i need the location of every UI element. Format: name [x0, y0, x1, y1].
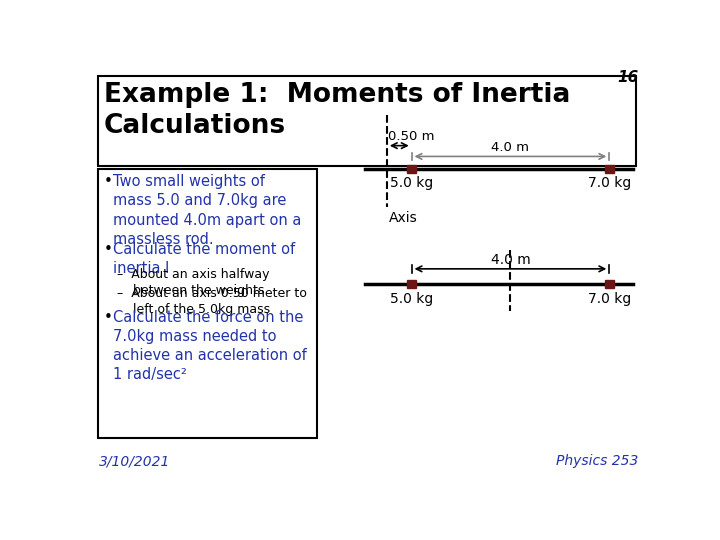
Text: –  About an axis 0.50 meter to
    left of the 5.0kg mass: – About an axis 0.50 meter to left of th…	[117, 287, 307, 315]
Text: 0.50 m: 0.50 m	[387, 130, 434, 143]
Text: Physics 253: Physics 253	[557, 454, 639, 468]
Text: Axis: Axis	[390, 211, 418, 225]
Text: 4.0 m: 4.0 m	[490, 253, 531, 267]
Text: 3/10/2021: 3/10/2021	[99, 454, 171, 468]
Bar	[98, 168, 317, 438]
Text: •: •	[104, 174, 113, 189]
Text: 16: 16	[618, 70, 639, 85]
Text: Calculate the moment of
inertia I: Calculate the moment of inertia I	[113, 242, 295, 276]
Text: Example 1:  Moments of Inertia
Calculations: Example 1: Moments of Inertia Calculatio…	[104, 82, 570, 139]
Text: 5.0 kg: 5.0 kg	[390, 176, 433, 190]
Text: 4.0 m: 4.0 m	[492, 141, 529, 154]
Text: Calculate the force on the
7.0kg mass needed to
achieve an acceleration of
1 rad: Calculate the force on the 7.0kg mass ne…	[113, 309, 307, 382]
Text: •: •	[104, 242, 113, 257]
Text: 7.0 kg: 7.0 kg	[588, 292, 631, 306]
Bar	[408, 165, 416, 173]
Text: –  About an axis halfway
    between the weights: – About an axis halfway between the weig…	[117, 268, 269, 297]
Text: Two small weights of
mass 5.0 and 7.0kg are
mounted 4.0m apart on a
massless rod: Two small weights of mass 5.0 and 7.0kg …	[113, 174, 302, 247]
Bar	[98, 76, 636, 166]
Bar	[605, 165, 613, 173]
Text: 5.0 kg: 5.0 kg	[390, 292, 433, 306]
Bar	[605, 280, 613, 288]
Bar	[408, 280, 416, 288]
Text: 7.0 kg: 7.0 kg	[588, 176, 631, 190]
Text: •: •	[104, 309, 113, 325]
